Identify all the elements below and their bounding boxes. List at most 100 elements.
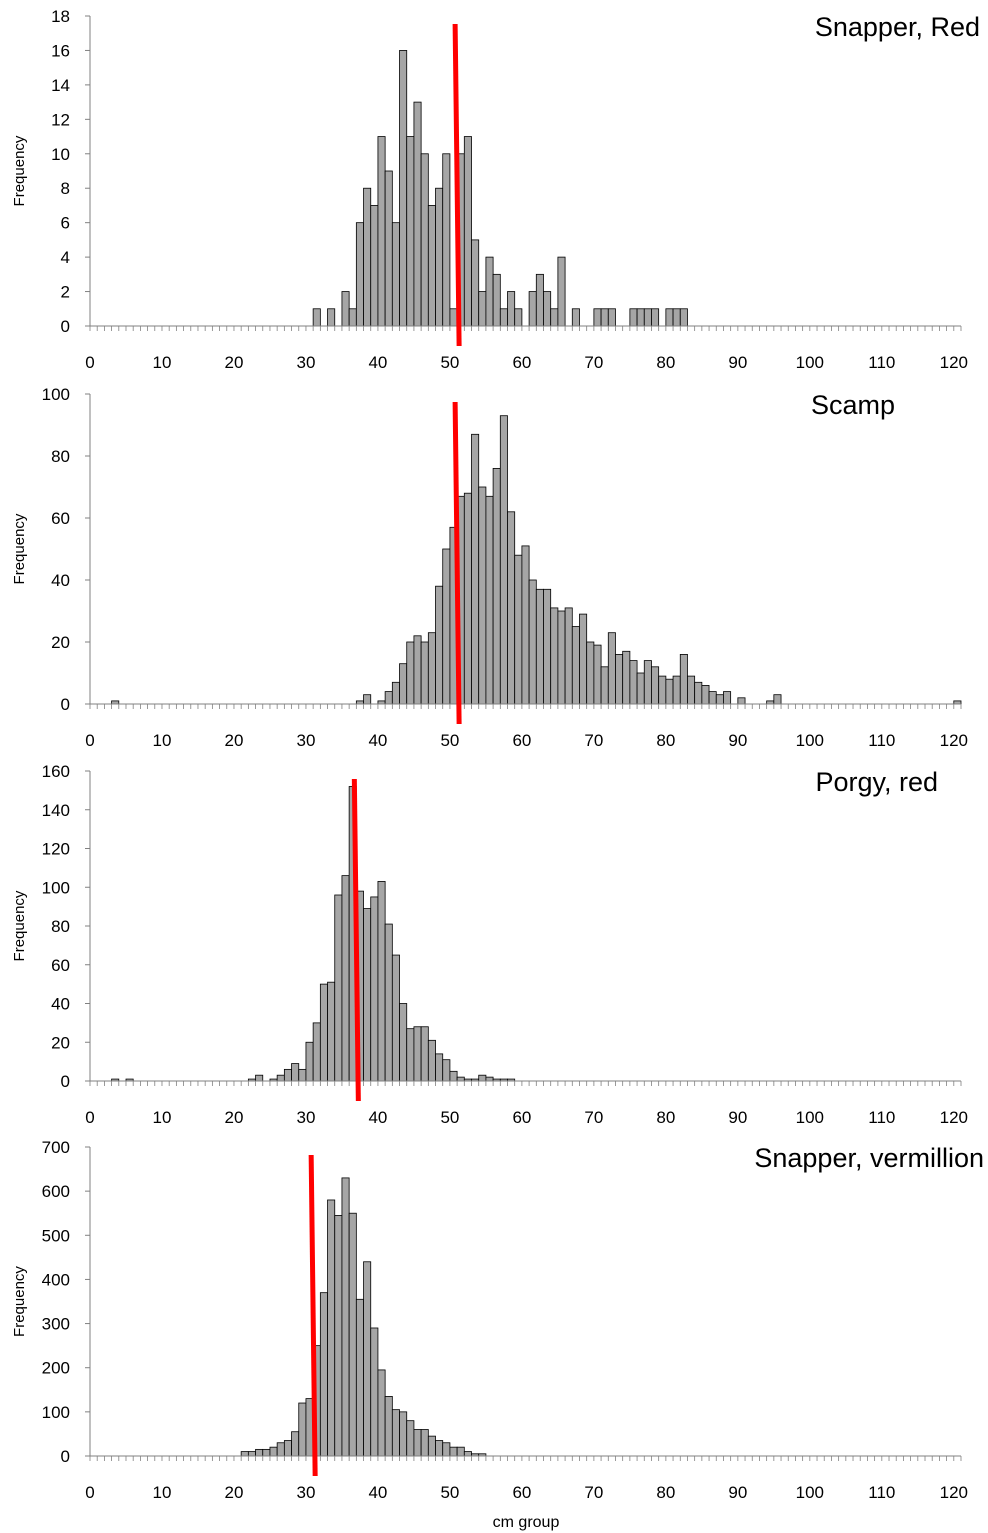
histogram-bar	[391, 681, 400, 705]
histogram-bar	[586, 641, 595, 705]
histogram-bar	[442, 1442, 451, 1457]
histogram-bar	[298, 1068, 307, 1082]
histogram-bar	[665, 308, 674, 327]
histogram-bar	[687, 675, 696, 705]
histogram-bar	[485, 256, 494, 327]
histogram-bar	[492, 467, 501, 705]
histogram-bar	[377, 881, 386, 1082]
x-tick-label: 90	[728, 1108, 747, 1127]
histogram-bar	[435, 1053, 444, 1082]
histogram-bar	[319, 1292, 328, 1457]
histogram-bar	[499, 308, 508, 327]
histogram-bar	[665, 678, 674, 705]
histogram-bar	[327, 981, 336, 1082]
histogram-bar	[449, 1446, 458, 1457]
histogram-bar	[492, 273, 501, 327]
histogram-bar	[471, 239, 480, 327]
histogram-bar	[679, 654, 688, 705]
histogram-bar	[413, 1429, 422, 1457]
x-tick-label: 110	[868, 1108, 895, 1127]
histogram-bar	[334, 894, 343, 1082]
histogram-bar	[363, 694, 372, 705]
y-tick-label: 8	[61, 179, 70, 198]
histogram-bar	[255, 1448, 264, 1457]
histogram-bar	[651, 666, 660, 705]
y-tick-label: 14	[51, 76, 70, 95]
histogram-bar	[420, 1429, 429, 1457]
x-tick-label: 40	[368, 353, 387, 372]
histogram-bar	[478, 486, 487, 705]
histogram-bar	[456, 1076, 465, 1082]
y-tick-label: 300	[42, 1315, 70, 1334]
histogram-bar	[535, 273, 544, 327]
histogram-bar	[543, 588, 552, 705]
x-tick-label: 100	[796, 353, 824, 372]
x-tick-label: 60	[512, 1483, 531, 1502]
histogram-bar	[672, 675, 681, 705]
histogram-bar	[384, 923, 393, 1082]
y-tick-label: 80	[51, 447, 70, 466]
x-tick-label: 0	[85, 731, 94, 750]
histogram-bar	[449, 308, 458, 327]
x-tick-label: 50	[440, 1483, 459, 1502]
x-tick-label: 50	[440, 1108, 459, 1127]
x-tick-label: 30	[296, 1483, 315, 1502]
histogram-bar	[773, 694, 782, 705]
histogram-bar	[514, 554, 523, 705]
y-tick-label: 16	[51, 41, 70, 60]
histogram-bar	[571, 626, 580, 705]
x-tick-label: 30	[296, 353, 315, 372]
reference-line	[308, 1154, 318, 1477]
x-tick-label: 20	[225, 1483, 244, 1502]
x-tick-label: 0	[85, 353, 94, 372]
histogram-bar	[435, 187, 444, 327]
histogram-bar	[327, 308, 336, 327]
histogram-bar	[348, 308, 357, 327]
histogram-bar	[629, 660, 638, 705]
histogram-bar	[514, 308, 523, 327]
x-tick-label: 120	[940, 1108, 968, 1127]
x-tick-label: 110	[868, 1483, 895, 1502]
histogram-bar	[276, 1442, 285, 1457]
x-tick-label: 90	[728, 1483, 747, 1502]
y-axis-title: Frequency	[11, 890, 28, 961]
histogram-bar	[442, 1059, 451, 1082]
histogram-bar	[283, 1068, 292, 1082]
panel-title: Porgy, red	[815, 767, 938, 797]
y-tick-label: 6	[61, 214, 70, 233]
histogram-bar	[377, 136, 386, 327]
y-tick-label: 0	[61, 1072, 70, 1091]
y-tick-label: 12	[51, 110, 70, 129]
histogram-bar	[636, 308, 645, 327]
y-tick-label: 140	[42, 801, 70, 820]
panel-title: Scamp	[811, 390, 895, 420]
y-tick-label: 500	[42, 1226, 70, 1245]
x-tick-label: 80	[656, 1108, 675, 1127]
histogram-bar	[723, 691, 732, 705]
histogram-bar	[283, 1440, 292, 1457]
x-tick-label: 40	[368, 1483, 387, 1502]
histogram-bar	[363, 1261, 372, 1457]
histogram-bar	[406, 641, 415, 705]
x-tick-label: 20	[225, 1108, 244, 1127]
y-tick-label: 40	[51, 995, 70, 1014]
y-tick-label: 60	[51, 956, 70, 975]
x-tick-label: 80	[656, 731, 675, 750]
y-tick-label: 40	[51, 571, 70, 590]
x-tick-label: 0	[85, 1483, 94, 1502]
y-tick-label: 10	[51, 145, 70, 164]
histogram-bar	[399, 50, 408, 327]
y-tick-label: 4	[61, 248, 70, 267]
histogram-bar	[247, 1451, 256, 1457]
x-tick-label: 10	[153, 1483, 172, 1502]
histogram-bar	[413, 101, 422, 327]
histogram-bar	[420, 153, 429, 327]
histogram-bar	[507, 291, 516, 327]
x-tick-label: 50	[440, 353, 459, 372]
histogram-bar	[370, 205, 379, 327]
histogram-bar	[399, 1411, 408, 1457]
histogram-bar	[528, 291, 537, 327]
histogram-bar	[435, 1440, 444, 1457]
histogram-bar	[420, 1026, 429, 1082]
x-tick-label: 80	[656, 353, 675, 372]
